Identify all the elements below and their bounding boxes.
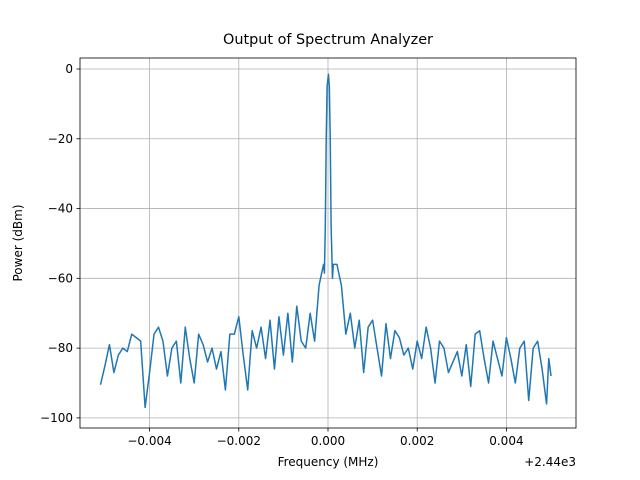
x-tick-label: −0.004 (127, 434, 171, 448)
x-tick-label: 0.002 (400, 434, 434, 448)
series-line (99, 73, 552, 409)
x-tick-label: 0.000 (311, 434, 345, 448)
x-axis-label: Frequency (MHz) (278, 455, 379, 469)
plot-frame (79, 57, 577, 429)
x-tick-label: 0.004 (489, 434, 523, 448)
y-tick-label: −40 (48, 202, 73, 216)
y-axis-label: Power (dBm) (11, 205, 25, 282)
y-tick-label: −80 (48, 341, 73, 355)
chart-title: Output of Spectrum Analyzer (223, 32, 433, 48)
x-offset-label: +2.44e3 (524, 455, 576, 469)
y-tick-label: −100 (40, 411, 73, 425)
y-tick-label: 0 (65, 62, 73, 76)
y-tick-label: −60 (48, 271, 73, 285)
y-tick-label: −20 (48, 132, 73, 146)
x-tick-label: −0.002 (217, 434, 261, 448)
